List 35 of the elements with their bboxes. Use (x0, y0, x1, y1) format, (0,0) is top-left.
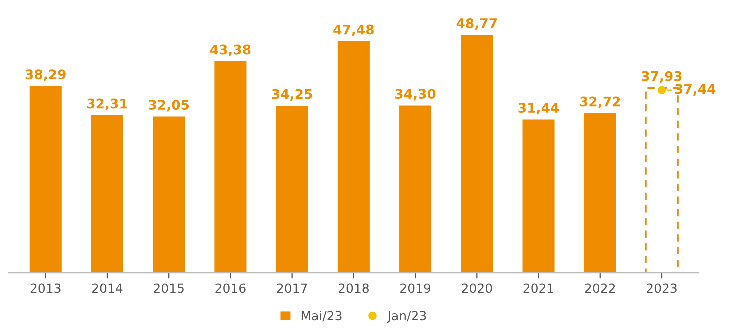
bar (400, 106, 432, 274)
data-label: 32,31 (88, 98, 128, 110)
x-tick-label: 2021 (524, 284, 554, 294)
data-label: 37,44 (675, 84, 716, 96)
bar (153, 116, 186, 274)
bar (522, 120, 555, 274)
legend-label: Jan/23 (387, 311, 426, 323)
data-label: 37,93 (642, 71, 682, 84)
legend-label: Mai/23 (302, 310, 342, 322)
bar (30, 86, 62, 274)
x-tick-label: 2023 (647, 284, 677, 294)
x-tick-label: 2019 (400, 284, 431, 294)
bar (214, 61, 247, 274)
data-label: 43,38 (210, 44, 251, 56)
x-tick-label: 2018 (338, 284, 369, 294)
x-tick-label: 2017 (277, 284, 308, 294)
bar (461, 35, 494, 274)
data-label: 32,05 (149, 100, 190, 112)
x-tick-label: 2022 (585, 284, 616, 294)
bar (584, 113, 616, 274)
x-tick-label: 2020 (462, 284, 492, 294)
data-label: 47,48 (334, 24, 374, 36)
data-label: 31,44 (518, 103, 560, 115)
x-tick-label: 2014 (92, 284, 123, 294)
data-label: 38,29 (26, 70, 66, 82)
data-label: 34,30 (396, 89, 436, 101)
data-label: 32,72 (580, 96, 620, 108)
x-tick-label: 2016 (216, 284, 246, 294)
data-label: 34,25 (272, 89, 312, 101)
bar (276, 106, 308, 274)
x-tick-label: 2013 (30, 284, 61, 294)
bar (91, 115, 124, 274)
data-label: 48,77 (456, 18, 497, 30)
bar (338, 41, 370, 274)
x-tick-label: 2015 (154, 284, 184, 294)
